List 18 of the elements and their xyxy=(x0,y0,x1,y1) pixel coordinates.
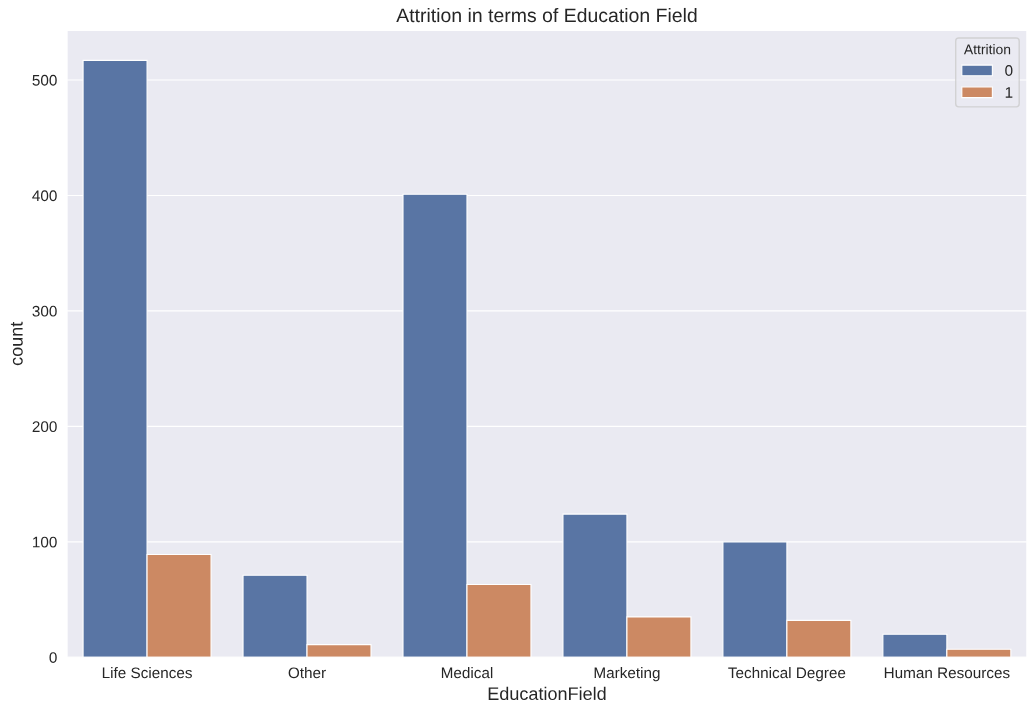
y-tick-label: 500 xyxy=(32,74,57,86)
x-tick-label: Marketing xyxy=(594,667,660,682)
legend-label: 1 xyxy=(1005,87,1013,98)
y-tick-label: 300 xyxy=(32,305,57,317)
x-tick-label: Technical Degree xyxy=(728,667,846,682)
y-axis-title: count xyxy=(10,321,23,366)
x-tick-label: Human Resources xyxy=(884,667,1010,679)
y-tick-label: 400 xyxy=(32,190,57,202)
chart-title: Attrition in terms of Education Field xyxy=(396,7,697,23)
x-tick-label: Other xyxy=(288,667,326,679)
legend-label: 0 xyxy=(1005,65,1013,76)
y-tick-label: 100 xyxy=(33,536,57,548)
x-axis-title: EducationField xyxy=(488,686,606,701)
legend-title: Attrition xyxy=(963,44,1011,55)
x-tick-label: Medical xyxy=(441,667,493,679)
x-tick-label: Life Sciences xyxy=(102,667,192,679)
y-tick-label: 200 xyxy=(32,421,57,433)
y-tick-label: 0 xyxy=(49,652,57,663)
